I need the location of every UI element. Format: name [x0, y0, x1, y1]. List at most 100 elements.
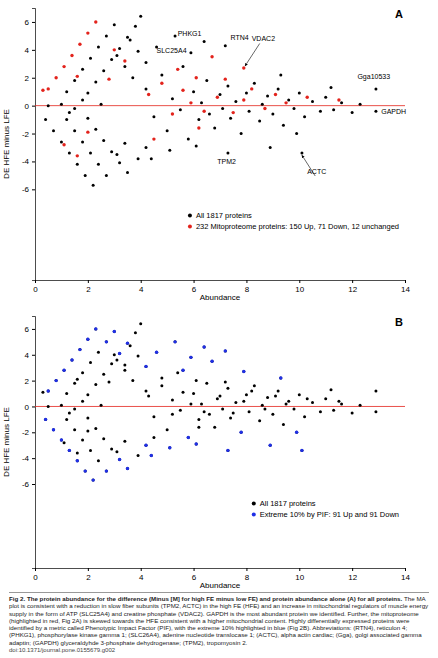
- y-tick-label: 6: [25, 18, 30, 27]
- x-tick: 12: [348, 568, 357, 582]
- point: [97, 459, 100, 462]
- point: [62, 369, 65, 372]
- legend-entry: Extreme 10% by PIF: 91 Up and 91 Down: [252, 510, 399, 519]
- y-tick-mark: [32, 406, 35, 407]
- legend-entry: All 1817 proteins: [188, 211, 252, 220]
- y-tick-mark: [32, 458, 35, 459]
- plot-area: [35, 15, 405, 187]
- point: [118, 458, 121, 461]
- point: [176, 68, 179, 71]
- point: [242, 98, 245, 101]
- point: [319, 110, 322, 113]
- point: [226, 152, 229, 155]
- point: [145, 61, 148, 64]
- x-tick-label: 2: [86, 285, 91, 294]
- x-tick-label: 10: [295, 573, 304, 582]
- x-tick-label: 12: [348, 285, 357, 294]
- point: [224, 380, 227, 383]
- x-tick: 4: [139, 280, 144, 294]
- series-0: [41, 322, 377, 481]
- x-tick-mark: [141, 568, 142, 571]
- zero-line: [35, 406, 405, 407]
- point: [129, 344, 132, 347]
- x-tick-mark: [88, 280, 89, 283]
- point: [311, 401, 314, 404]
- point: [81, 140, 84, 143]
- y-tick-mark: [32, 106, 35, 107]
- point: [105, 469, 108, 472]
- point: [81, 68, 84, 71]
- point: [155, 350, 158, 353]
- point: [62, 143, 65, 146]
- y-axis-title: DE HFE minus LFE: [2, 109, 11, 179]
- point: [187, 138, 190, 141]
- y-tick: -2: [22, 428, 35, 437]
- point: [242, 370, 245, 373]
- annotation: ACTC: [307, 168, 326, 175]
- x-tick: 10: [295, 568, 304, 582]
- point: [115, 54, 118, 57]
- point: [324, 397, 327, 400]
- x-tick-mark: [352, 568, 353, 571]
- y-tick-mark: [32, 189, 35, 190]
- point: [86, 31, 89, 34]
- point: [110, 448, 113, 451]
- point: [300, 449, 303, 452]
- point: [81, 400, 84, 403]
- point: [131, 76, 134, 79]
- point: [118, 352, 121, 355]
- point: [192, 90, 195, 93]
- point: [210, 55, 213, 58]
- point: [303, 115, 306, 118]
- y-tick-label: 2: [25, 74, 30, 83]
- point: [208, 413, 211, 416]
- point: [337, 98, 340, 101]
- point: [195, 442, 198, 445]
- x-axis-line: [36, 281, 406, 284]
- point: [306, 96, 309, 99]
- point: [340, 101, 343, 104]
- x-tick-mark: [141, 280, 142, 283]
- point: [279, 73, 282, 76]
- x-tick-label: 10: [295, 285, 304, 294]
- y-tick: -6: [22, 480, 35, 489]
- point: [359, 103, 362, 106]
- point: [47, 389, 50, 392]
- x-tick-label: 4: [139, 573, 144, 582]
- point: [266, 94, 269, 97]
- point: [174, 340, 177, 343]
- y-tick: 6: [25, 325, 35, 334]
- x-tick-label: 14: [401, 285, 410, 294]
- x-tick-mark: [246, 280, 247, 283]
- point: [76, 378, 79, 381]
- point: [105, 470, 108, 473]
- point: [279, 376, 282, 379]
- point: [123, 59, 126, 62]
- y-tick-label: -4: [22, 454, 30, 463]
- y-axis-line: [32, 9, 36, 281]
- x-tick: 2: [86, 568, 91, 582]
- point: [208, 113, 211, 116]
- point: [89, 152, 92, 155]
- y-tick: 2: [25, 74, 35, 83]
- point: [166, 129, 169, 132]
- point: [144, 365, 147, 368]
- x-tick-label: 14: [401, 573, 410, 582]
- point: [211, 360, 214, 363]
- x-tick-label: 6: [192, 573, 197, 582]
- caption-title: Fig 2. The protein abundance for the dif…: [9, 595, 402, 602]
- y-tick: -6: [22, 185, 35, 194]
- annotation: SLC25A4: [157, 47, 187, 54]
- point: [173, 340, 176, 343]
- point: [102, 139, 105, 142]
- panel-title: A: [395, 8, 403, 20]
- point: [150, 157, 153, 160]
- y-tick-label: 0: [25, 403, 30, 412]
- point: [298, 92, 301, 95]
- chart-0: 02468101214-6-4-20246AbundanceDE HFE min…: [0, 0, 438, 302]
- point: [295, 132, 298, 135]
- point: [137, 454, 140, 457]
- point: [332, 409, 335, 412]
- annotation: TPM2: [217, 158, 236, 165]
- x-tick-label: 2: [86, 573, 91, 582]
